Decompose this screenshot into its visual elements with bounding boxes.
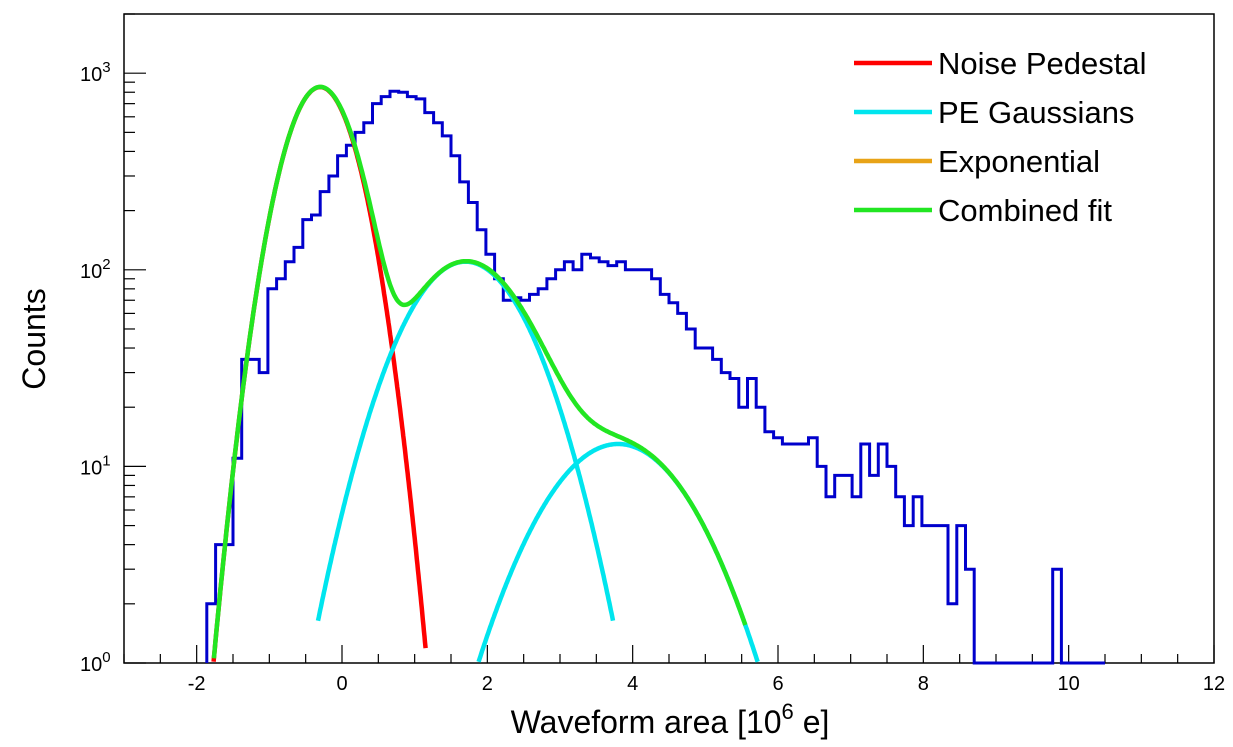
x-tick-label: 2 bbox=[482, 673, 493, 695]
legend-label: Exponential bbox=[938, 144, 1100, 179]
x-tick-label: 4 bbox=[627, 673, 638, 695]
legend-item: PE Gaussians bbox=[854, 95, 1134, 130]
y-tick-label: 103 bbox=[80, 59, 111, 86]
x-tick-label: -2 bbox=[188, 673, 206, 695]
x-tick-label: 12 bbox=[1203, 673, 1225, 695]
x-tick-label: 10 bbox=[1058, 673, 1080, 695]
x-tick-label: 6 bbox=[772, 673, 783, 695]
legend-item: Combined fit bbox=[854, 193, 1112, 228]
y-tick-label: 100 bbox=[80, 649, 111, 676]
y-tick-labels: 100 101 102 103 bbox=[80, 59, 111, 676]
y-axis-title: Counts bbox=[16, 288, 52, 389]
curve-pe-gaussians bbox=[315, 259, 616, 622]
legend: Noise Pedestal PE Gaussians Exponential Com… bbox=[854, 46, 1147, 228]
histogram-steps bbox=[205, 89, 1105, 665]
fit-curves bbox=[211, 84, 760, 663]
x-tick-labels: -2 0 2 4 6 8 10 12 bbox=[188, 673, 1225, 695]
legend-item: Noise Pedestal bbox=[854, 46, 1147, 81]
y-tick-label: 101 bbox=[80, 452, 111, 479]
x-axis-title: Waveform area [106 e] bbox=[511, 699, 830, 740]
curve-combined-fit bbox=[211, 84, 748, 659]
legend-label: PE Gaussians bbox=[938, 95, 1134, 130]
legend-label: Noise Pedestal bbox=[938, 46, 1147, 81]
legend-item: Exponential bbox=[854, 144, 1100, 179]
x-tick-label: 0 bbox=[336, 673, 347, 695]
histogram bbox=[205, 89, 1105, 665]
legend-label: Combined fit bbox=[938, 193, 1112, 228]
x-tick-label: 8 bbox=[918, 673, 929, 695]
axis-ticks bbox=[123, 13, 1215, 664]
y-tick-label: 102 bbox=[80, 256, 111, 283]
